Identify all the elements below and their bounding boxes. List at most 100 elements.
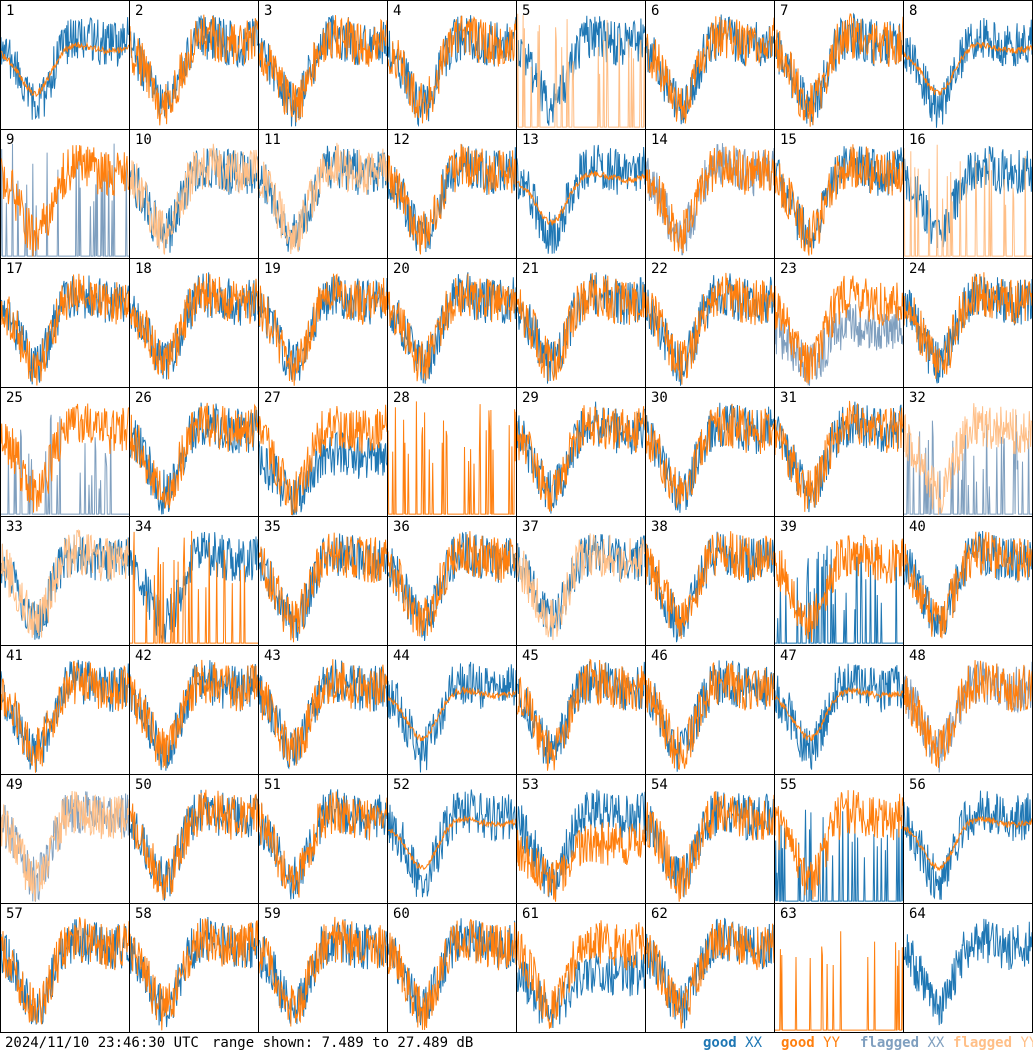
panel-plot-18 xyxy=(130,272,258,380)
series-yy-50 xyxy=(130,789,258,900)
series-yy-59 xyxy=(259,916,387,1027)
legend-good-xx-pre: good xyxy=(703,1035,737,1051)
legend-flagged-yy-pre: flagged xyxy=(953,1035,1013,1051)
series-xx-13 xyxy=(517,144,645,254)
series-xx-43 xyxy=(259,659,387,770)
panel-32: 32 xyxy=(903,387,1033,517)
panel-label: 37 xyxy=(522,519,539,535)
panel-label: 28 xyxy=(393,390,410,406)
panel-label: 18 xyxy=(135,261,152,277)
panel-53: 53 xyxy=(516,774,646,904)
series-yy-3 xyxy=(259,15,387,123)
series-yy-63 xyxy=(775,931,903,1031)
panel-plot-44 xyxy=(388,661,516,773)
series-xx-40 xyxy=(904,530,1032,637)
panel-label: 53 xyxy=(522,777,539,793)
panel-label: 52 xyxy=(393,777,410,793)
panel-49: 49 xyxy=(0,774,130,904)
panel-26: 26 xyxy=(129,387,259,517)
series-xx-50 xyxy=(130,789,258,901)
panel-label: 47 xyxy=(780,648,797,664)
panel-label: 27 xyxy=(264,390,281,406)
panel-24: 24 xyxy=(903,258,1033,388)
panel-plot-38 xyxy=(646,531,774,643)
panel-3: 3 xyxy=(258,0,388,130)
panel-plot-1 xyxy=(1,17,129,120)
panel-label: 17 xyxy=(6,261,23,277)
panel-34: 34 xyxy=(129,516,259,646)
panel-10: 10 xyxy=(129,129,259,259)
panel-label: 9 xyxy=(6,132,15,148)
panel-label: 58 xyxy=(135,906,152,922)
series-xx-44 xyxy=(388,661,516,773)
panel-plot-47 xyxy=(775,663,903,770)
panel-29: 29 xyxy=(516,387,646,517)
series-xx-64 xyxy=(904,918,1032,1026)
panel-plot-40 xyxy=(904,530,1032,639)
legend-good-yy-pol: YY xyxy=(823,1035,841,1051)
panel-label: 23 xyxy=(780,261,797,277)
panel-47: 47 xyxy=(774,645,904,775)
panel-5: 5 xyxy=(516,0,646,130)
panel-label: 44 xyxy=(393,648,410,664)
panel-7: 7 xyxy=(774,0,904,130)
panel-plot-13 xyxy=(517,144,645,254)
series-yy-15 xyxy=(775,144,903,256)
panel-44: 44 xyxy=(387,645,517,775)
legend-good-yy-pre: good xyxy=(781,1035,815,1051)
panel-label: 6 xyxy=(651,3,660,19)
panel-plot-23 xyxy=(775,275,903,386)
panel-plot-17 xyxy=(1,273,129,386)
series-yy-5 xyxy=(517,13,645,128)
series-yy-46 xyxy=(646,662,774,771)
panel-43: 43 xyxy=(258,645,388,775)
series-xx-22 xyxy=(646,273,774,386)
panel-plot-33 xyxy=(1,529,129,640)
series-xx-53 xyxy=(517,789,645,900)
panel-label: 33 xyxy=(6,519,23,535)
panel-18: 18 xyxy=(129,258,259,388)
series-xx-61 xyxy=(517,951,645,1029)
panel-plot-19 xyxy=(259,273,387,386)
series-xx-16 xyxy=(904,145,1032,249)
series-xx-4 xyxy=(388,15,516,128)
panel-plot-7 xyxy=(775,12,903,127)
panel-label: 22 xyxy=(651,261,668,277)
panel-52: 52 xyxy=(387,774,517,904)
footer: 2024/11/10 23:46:30 UTC range shown: 7.4… xyxy=(0,1033,1033,1053)
panel-label: 13 xyxy=(522,132,539,148)
series-yy-36 xyxy=(388,531,516,637)
panel-plot-35 xyxy=(259,532,387,643)
series-yy-19 xyxy=(259,273,387,386)
panel-46: 46 xyxy=(645,645,775,775)
series-yy-7 xyxy=(775,13,903,127)
panel-23: 23 xyxy=(774,258,904,388)
panel-label: 46 xyxy=(651,648,668,664)
series-yy-45 xyxy=(517,658,645,771)
series-xx-36 xyxy=(388,531,516,642)
panel-61: 61 xyxy=(516,903,646,1033)
series-yy-41 xyxy=(1,660,129,773)
panel-36: 36 xyxy=(387,516,517,646)
panel-plot-15 xyxy=(775,144,903,256)
series-yy-32 xyxy=(904,403,1032,515)
panel-35: 35 xyxy=(258,516,388,646)
series-yy-53 xyxy=(517,822,645,902)
panel-plot-6 xyxy=(646,14,774,125)
series-yy-44 xyxy=(388,686,516,742)
series-yy-62 xyxy=(646,919,774,1029)
panel-plot-22 xyxy=(646,272,774,386)
panel-label: 62 xyxy=(651,906,668,922)
panel-label: 43 xyxy=(264,648,281,664)
panel-plot-37 xyxy=(517,533,645,641)
panel-1: 1 xyxy=(0,0,130,130)
series-xx-42 xyxy=(130,660,258,771)
panel-plot-21 xyxy=(517,272,645,384)
legend-flagged-xx-pre: flagged xyxy=(860,1035,920,1051)
panel-40: 40 xyxy=(903,516,1033,646)
panel-label: 50 xyxy=(135,777,152,793)
panel-plot-49 xyxy=(1,790,129,902)
panel-22: 22 xyxy=(645,258,775,388)
panel-plot-3 xyxy=(259,15,387,127)
panel-plot-59 xyxy=(259,916,387,1027)
